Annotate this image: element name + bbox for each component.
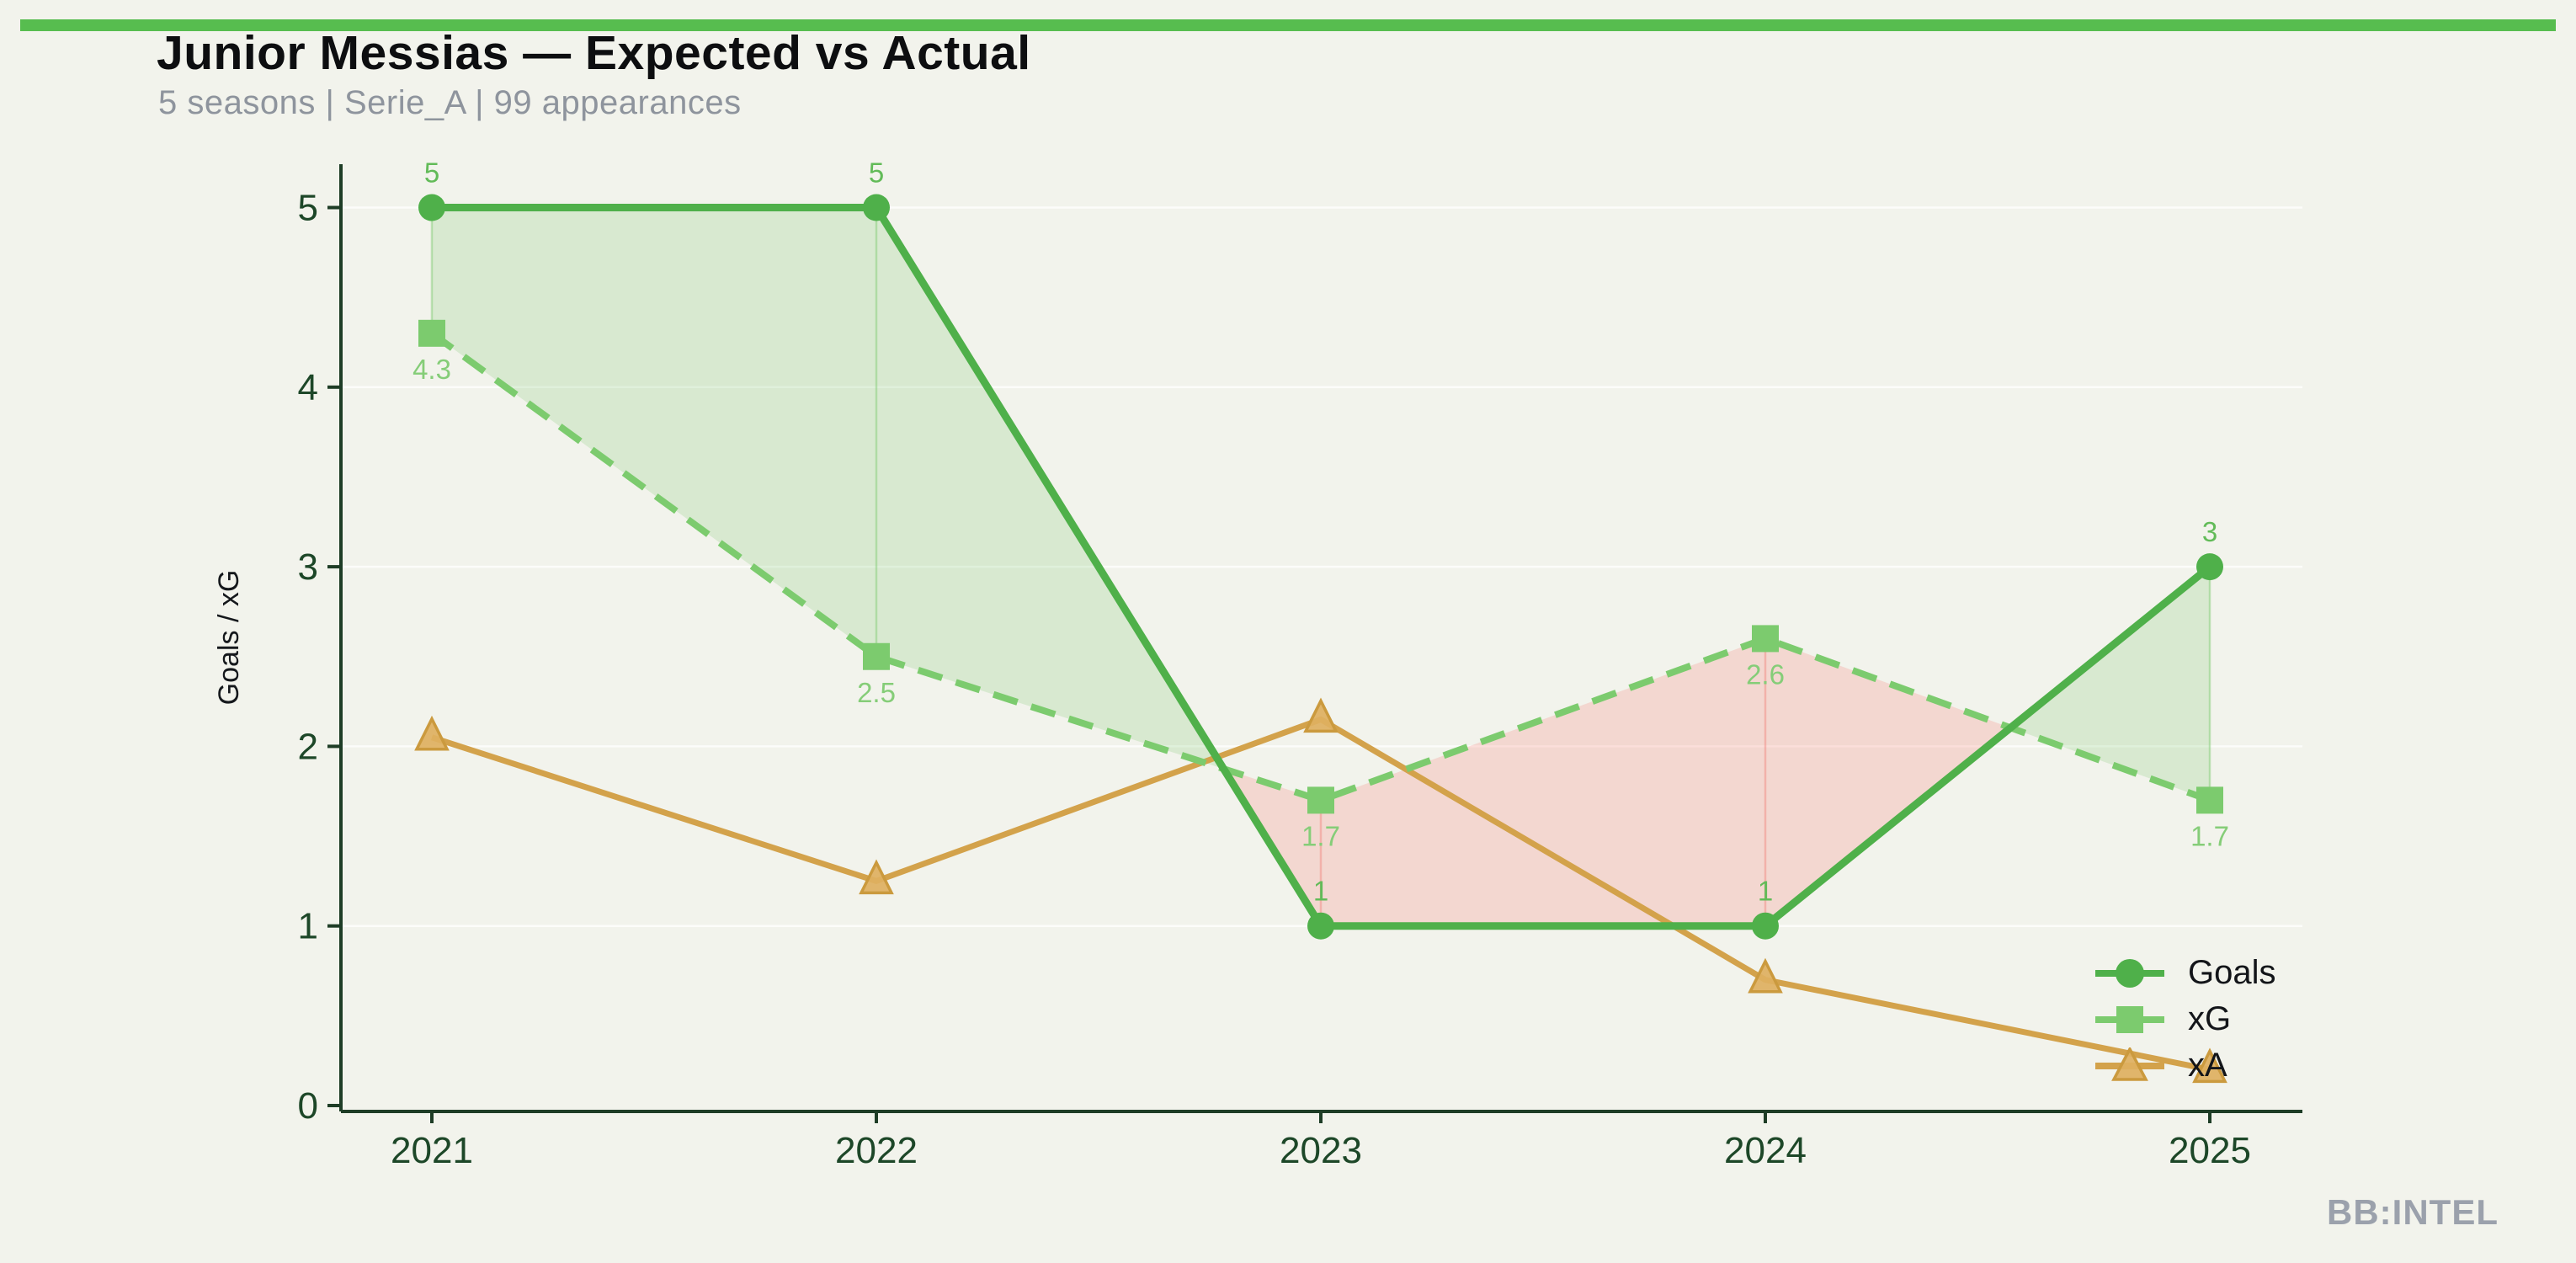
band-segment [1321,638,1765,926]
goals-point [2196,553,2223,581]
y-tick-label: 0 [298,1085,318,1127]
y-tick-label: 4 [298,367,318,408]
goals-data-label: 5 [869,157,884,189]
goals-data-label: 3 [2202,516,2217,547]
legend-label-goals: Goals [2188,954,2276,991]
xg-data-label: 2.6 [1746,658,1785,690]
goals-point [1307,912,1334,940]
xa-point [414,715,450,751]
band-segment [432,207,876,657]
x-tick-label: 2025 [2169,1130,2251,1171]
legend-label-xg: xG [2188,1000,2232,1037]
xg-point [1307,786,1334,814]
accent-bar [20,19,2556,31]
xa-point [2192,1047,2227,1084]
goals-legend-marker-icon [2095,958,2164,988]
band-segment [2010,567,2210,801]
x-tick-label: 2024 [1724,1130,1807,1171]
legend-label-xa: xA [2188,1047,2227,1084]
y-tick-label: 1 [298,906,318,947]
xg-point [2196,786,2223,814]
xg-line [429,330,2211,804]
watermark: BB:INTEL [2327,1192,2499,1232]
legend-item-xa: xA [2094,1042,2276,1089]
xa-point [1303,697,1339,733]
band-segment [1765,638,2011,926]
xg-data-label: 4.3 [412,354,451,385]
xg-point [863,642,890,670]
xa-legend-marker-icon [2095,1047,2164,1081]
page-subtitle: 5 seasons | Serie_A | 99 appearances [158,84,742,121]
xg-point [418,319,445,347]
xg-legend-marker-icon [2095,1005,2164,1033]
xg-point [1752,625,1779,653]
xg-data-label: 1.7 [1301,820,1340,851]
goals-data-label: 1 [1758,876,1773,907]
page-title: Junior Messias — Expected vs Actual [157,26,1031,80]
y-axis-title: Goals / xG [213,570,245,706]
legend-item-xg: xG [2094,996,2276,1042]
goals-point [863,194,890,221]
y-tick-label: 5 [298,188,318,229]
xa-point [1748,957,1783,994]
goals-point [1752,912,1779,940]
xg-data-label: 2.5 [857,677,896,708]
x-tick-label: 2021 [391,1130,473,1171]
xa-point [859,859,894,895]
x-tick-label: 2022 [835,1130,918,1171]
xg-data-label: 1.7 [2190,820,2229,851]
goals-point [418,194,445,221]
goals-data-label: 5 [424,157,439,189]
legend-item-goals: Goals [2094,950,2276,996]
legend: Goals xG xA [2094,950,2276,1089]
goals-data-label: 1 [1313,876,1328,907]
y-tick-label: 2 [298,726,318,767]
y-tick-label: 3 [298,546,318,588]
x-tick-label: 2023 [1280,1130,1362,1171]
